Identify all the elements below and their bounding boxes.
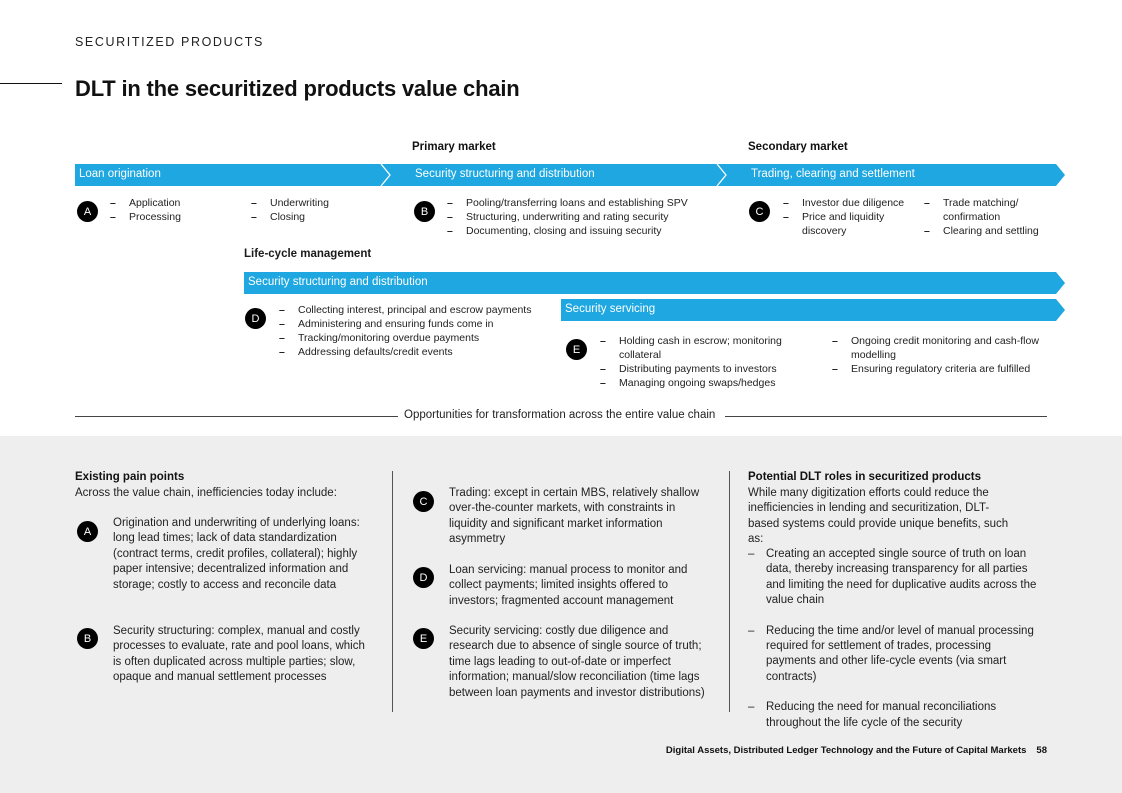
page-title: DLT in the securitized products value ch… [75,76,520,101]
bar-label-structuring: Security structuring and distribution [415,168,595,180]
pain-badge-d: D [413,567,434,588]
list-item: Managing ongoing swaps/hedges [600,376,800,390]
list-item: Collecting interest, principal and escro… [279,303,554,317]
list-item: Addressing defaults/credit events [279,345,554,359]
pain-point-d: Loan servicing: manual process to monito… [449,564,688,607]
lifecycle-bar-structuring: Security structuring and distribution [244,272,1065,294]
primary-market-heading: Primary market [412,141,496,153]
list-item: Application [110,196,230,210]
list-item: Reducing the need for manual reconciliat… [748,700,1042,731]
pain-badge-b: B [77,628,98,649]
stage-e-list-2: Ongoing credit monitoring and cash-flow … [832,334,1052,376]
list-item: Clearing and settling [924,224,1049,238]
list-item: Documenting, closing and issuing securit… [447,224,717,238]
pain-point-b: Security structuring: complex, manual an… [113,625,365,684]
column-divider-1 [392,471,393,712]
list-item: Trade matching/ confirmation [924,196,1049,224]
lifecycle-bar-structuring-label: Security structuring and distribution [248,276,428,288]
list-item: Creating an accepted single source of tr… [748,547,1042,609]
stage-c-list-1: Investor due diligence Price and liquidi… [783,196,913,238]
list-item: Structuring, underwriting and rating sec… [447,210,717,224]
pain-points-heading: Existing pain points [75,471,185,483]
badge-b: B [414,201,435,222]
badge-c: C [749,201,770,222]
dlt-roles-heading: Potential DLT roles in securitized produ… [748,471,982,483]
list-item: Pooling/transferring loans and establish… [447,196,717,210]
badge-d: D [245,308,266,329]
list-item: Investor due diligence [783,196,913,210]
stage-a-list-1: Application Processing [110,196,230,224]
stage-c-list-2: Trade matching/ confirmation Clearing an… [924,196,1049,238]
opportunities-rule-left [75,416,398,417]
list-item: Reducing the time and/or level of manual… [748,624,1042,686]
stage-e-list-1: Holding cash in escrow; monitoring colla… [600,334,800,390]
badge-e: E [566,339,587,360]
section-label: SECURITIZED PRODUCTS [75,35,264,49]
lifecycle-bar-structuring-shape [244,272,1065,294]
stage-b-list: Pooling/transferring loans and establish… [447,196,717,238]
pain-badge-e: E [413,628,434,649]
lifecycle-heading: Life-cycle management [244,248,372,260]
list-item: Administering and ensuring funds come in [279,317,554,331]
dlt-roles-subheading: While many digitization efforts could re… [748,487,1009,546]
lifecycle-bar-servicing-shape [561,299,1065,321]
column-divider-2 [729,471,730,712]
stage-a-list-2: Underwriting Closing [251,196,371,224]
list-item: Distributing payments to investors [600,362,800,376]
list-item: Holding cash in escrow; monitoring colla… [600,334,800,362]
pain-point-a: Origination and underwriting of underlyi… [113,517,360,591]
value-chain-bar: Loan origination Security structuring an… [75,164,1065,186]
list-item: Closing [251,210,371,224]
bar-label-trading: Trading, clearing and settlement [751,168,915,180]
pain-point-e: Security servicing: costly due diligence… [449,625,705,699]
dlt-roles-list: Creating an accepted single source of tr… [748,547,1042,746]
badge-a: A [77,201,98,222]
pain-badge-c: C [413,491,434,512]
bar-label-loan-origination: Loan origination [79,168,161,180]
lifecycle-bar-servicing: Security servicing [561,299,1065,321]
pain-points-subheading: Across the value chain, inefficiencies t… [75,487,337,499]
value-chain-bar-shape [75,164,1065,186]
page-number: 58 [1036,745,1047,756]
opportunities-rule-right [725,416,1047,417]
list-item: Price and liquidity discovery [783,210,913,238]
list-item: Underwriting [251,196,371,210]
list-item: Processing [110,210,230,224]
title-rule [0,83,62,84]
lifecycle-bar-servicing-label: Security servicing [565,303,656,315]
pain-point-c: Trading: except in certain MBS, relative… [449,487,700,546]
list-item: Ongoing credit monitoring and cash-flow … [832,334,1052,362]
analysis-panel [0,436,1122,793]
secondary-market-heading: Secondary market [748,141,848,153]
page-footer: Digital Assets, Distributed Ledger Techn… [666,745,1047,756]
pain-badge-a: A [77,521,98,542]
stage-d-list: Collecting interest, principal and escro… [279,303,554,359]
list-item: Tracking/monitoring overdue payments [279,331,554,345]
list-item: Ensuring regulatory criteria are fulfill… [832,362,1052,376]
footer-publication: Digital Assets, Distributed Ledger Techn… [665,745,1027,756]
opportunities-label: Opportunities for transformation across … [404,409,716,421]
